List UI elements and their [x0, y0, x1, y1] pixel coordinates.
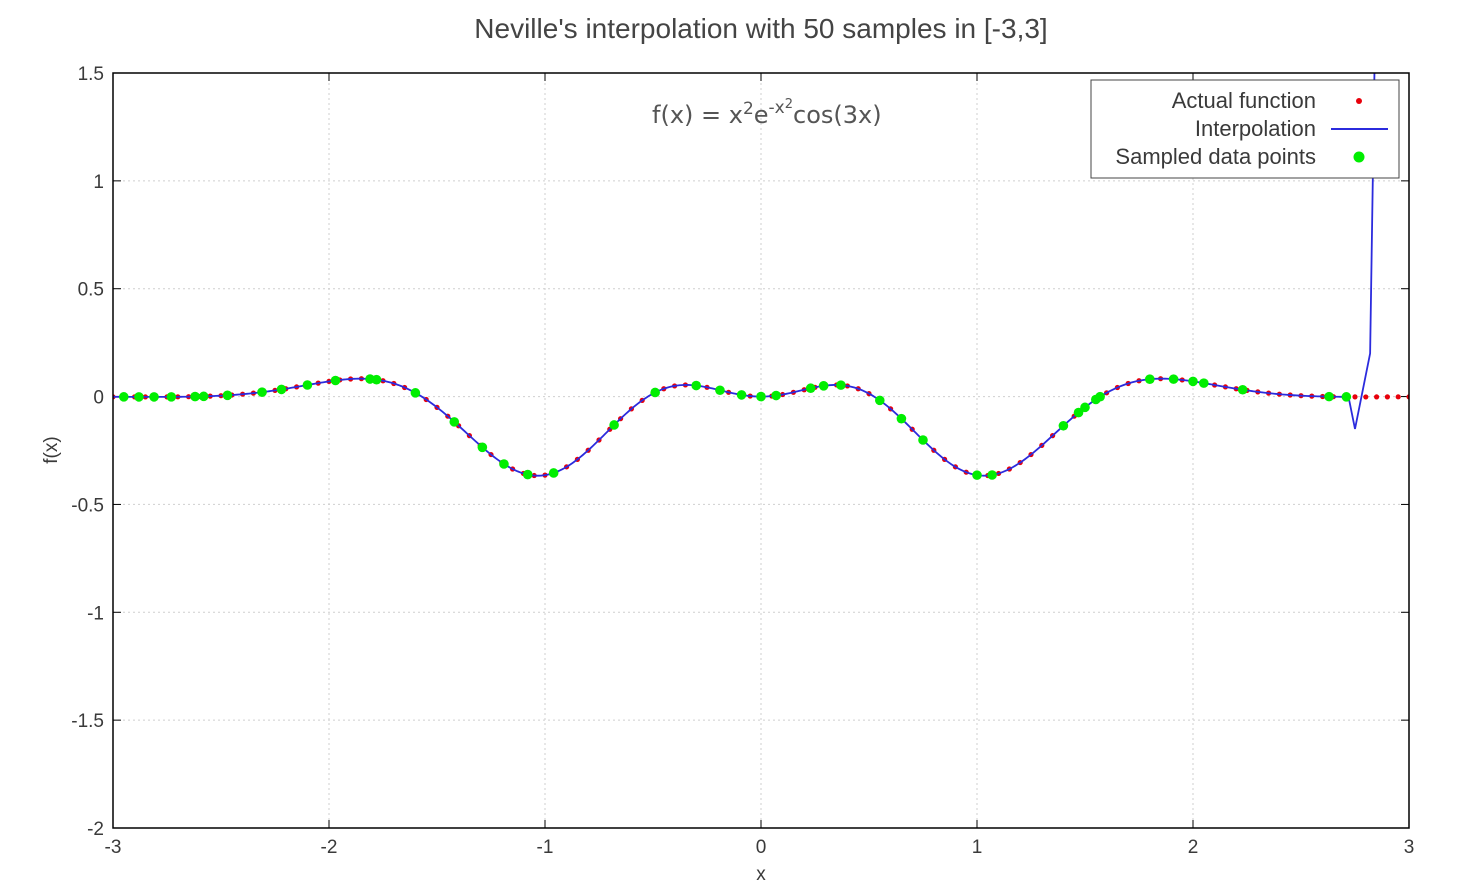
sample-point: [609, 420, 619, 430]
sample-point: [522, 469, 533, 480]
y-tick-label: 1: [93, 172, 104, 193]
sample-point: [410, 388, 421, 398]
actual-function-point: [1374, 394, 1380, 400]
x-tick-label: 2: [1188, 837, 1199, 858]
sample-point: [222, 390, 233, 401]
x-tick-label: -2: [321, 837, 338, 858]
sample-point: [987, 470, 997, 480]
y-axis: 1.5 1 0.5 0 -0.5 -1 -1.5 -2: [71, 64, 1409, 840]
y-tick-label: 1.5: [78, 64, 104, 85]
sample-point: [198, 391, 209, 402]
x-axis: -3 -2 -1 0 1 2 3: [105, 73, 1415, 858]
formula-part: cos(3x): [793, 101, 882, 129]
sample-point: [499, 459, 509, 469]
sample-point: [836, 380, 846, 390]
sample-point: [548, 468, 559, 478]
plot-frame: [112, 72, 1410, 829]
y-tick-label: 0.5: [78, 280, 104, 301]
sample-point: [1058, 420, 1069, 431]
sample-point: [818, 381, 829, 391]
sample-point: [134, 392, 144, 402]
sample-point: [875, 395, 885, 406]
sample-point: [449, 417, 460, 427]
sample-point: [1095, 391, 1105, 402]
formula-part: e: [754, 101, 769, 129]
legend-label-samples: Sampled data points: [1115, 144, 1316, 169]
sample-point: [805, 383, 816, 394]
sample-point: [166, 392, 177, 402]
x-tick-label: -1: [537, 837, 554, 858]
legend-marker-actual: [1356, 98, 1362, 104]
legend-label-actual: Actual function: [1172, 88, 1316, 113]
formula-sup-sup: 2: [785, 97, 793, 112]
plot-area: [113, 73, 1409, 480]
y-tick-label: -1.5: [71, 711, 104, 732]
x-tick-label: 1: [972, 837, 983, 858]
sample-point: [1199, 378, 1209, 388]
sample-point: [190, 391, 200, 402]
function-annotation: f(x) = x2e-x2cos(3x): [652, 97, 882, 129]
sample-point: [736, 390, 747, 400]
y-tick-label: -2: [87, 819, 104, 840]
sample-point: [330, 375, 341, 386]
sample-point: [276, 384, 287, 395]
x-tick-label: -3: [105, 837, 122, 858]
actual-function-point: [1352, 394, 1358, 400]
legend-label-interp: Interpolation: [1195, 116, 1316, 141]
sample-point: [972, 470, 982, 480]
sample-point: [149, 392, 159, 402]
actual-function-point: [1395, 394, 1401, 400]
sample-point: [1145, 374, 1155, 384]
series-actual-function: [113, 376, 1409, 479]
actual-function-point: [1384, 394, 1390, 400]
sample-point: [1341, 392, 1352, 402]
formula-sup: 2: [743, 99, 754, 119]
x-axis-label: x: [756, 864, 766, 885]
sample-point: [896, 413, 907, 424]
sample-point: [1080, 402, 1090, 413]
sample-point: [715, 385, 725, 396]
formula-part: f(x) = x: [652, 101, 743, 129]
y-tick-label: -0.5: [71, 495, 104, 516]
sample-point: [691, 380, 701, 391]
sample-point: [119, 392, 129, 402]
sample-point: [918, 435, 928, 445]
sample-point: [1324, 391, 1334, 402]
sample-point: [1237, 384, 1248, 395]
sample-point: [302, 380, 313, 390]
x-tick-label: 0: [756, 837, 767, 858]
grid: [113, 73, 1409, 828]
sample-point: [756, 391, 766, 402]
sample-point: [1168, 374, 1179, 384]
sample-point: [771, 390, 781, 401]
x-tick-label: 3: [1404, 837, 1415, 858]
y-tick-label: -1: [87, 603, 104, 624]
legend-marker-samples: [1353, 151, 1365, 163]
y-tick-label: 0: [93, 388, 104, 409]
sample-point: [371, 374, 382, 385]
sample-point: [650, 387, 660, 398]
chart-title: Neville's interpolation with 50 samples …: [474, 13, 1047, 44]
sample-point: [257, 387, 267, 397]
legend: Actual function Interpolation Sampled da…: [1090, 79, 1400, 179]
actual-function-point: [1363, 394, 1369, 400]
series-sampled-points: [119, 374, 1352, 480]
y-axis-label: f(x): [41, 436, 62, 463]
sample-point: [1188, 376, 1198, 387]
sample-point: [477, 442, 488, 453]
sample-point: [1073, 407, 1084, 418]
formula-sup: -x: [769, 98, 785, 118]
